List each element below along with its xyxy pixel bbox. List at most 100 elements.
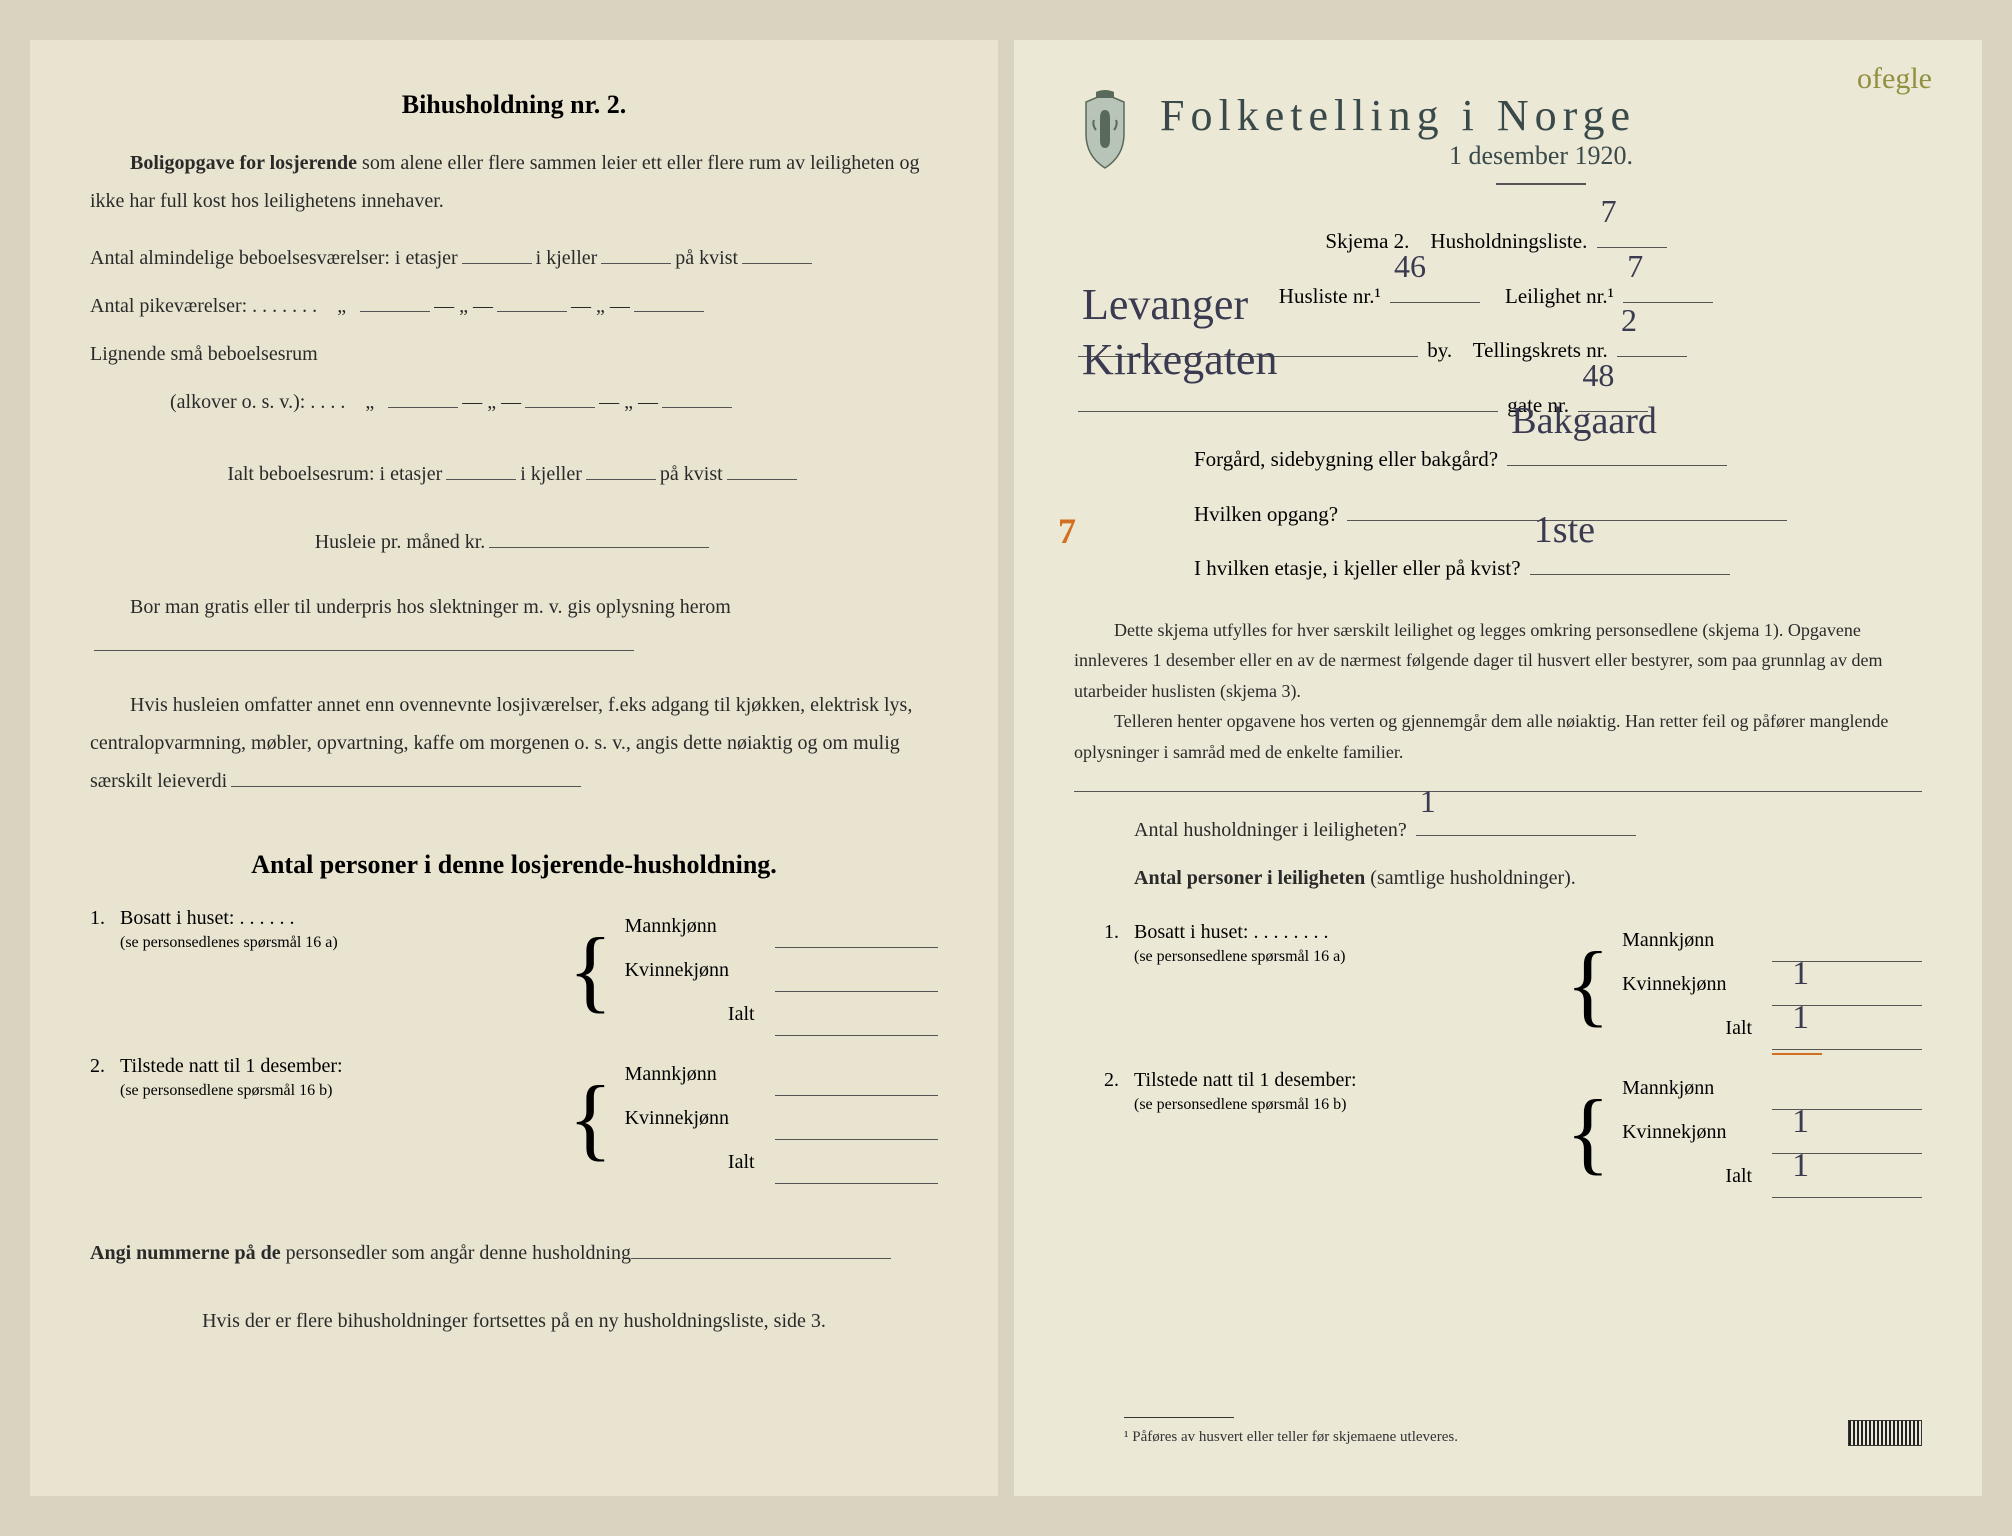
left-q2-ialt-lbl: Ialt [625, 1140, 775, 1184]
ialt-kjeller [586, 458, 656, 480]
husleie-lbl: Husleie pr. måned kr. [315, 531, 486, 553]
left-q2-text: Tilstede natt til 1 desember: [120, 1055, 343, 1077]
rooms-etasjer [462, 242, 532, 264]
etasje-lbl: I hvilken etasje, i kjeller eller på kvi… [1194, 556, 1521, 580]
pike-etasjer [360, 290, 430, 312]
right-q2-text: Tilstede natt til 1 desember: [1134, 1069, 1357, 1091]
ialt-lbl: Ialt beboelsesrum: i etasjer [227, 463, 442, 485]
lign-kjeller [525, 386, 595, 408]
right-q1-text: Bosatt i huset: . . . . . . . . [1134, 921, 1328, 943]
instr-para: Dette skjema utfylles for hver særskilt … [1074, 615, 1922, 768]
left-subtitle: Antal personer i denne losjerende-hushol… [90, 850, 938, 880]
gratis-text: Bor man gratis eller til underpris hos s… [130, 596, 731, 618]
husleie-line: Husleie pr. måned kr. [90, 518, 938, 566]
right-fields: Skjema 2. Husholdningsliste. 7 Husliste … [1074, 215, 1922, 595]
instr-text2: Telleren henter opgavene hos verten og g… [1074, 706, 1922, 767]
right-q1-ialt-lbl: Ialt [1622, 1006, 1772, 1050]
right-q2-sub: (se personsedlene spørsmål 16 b) [1134, 1094, 1554, 1116]
brace-icon: { [568, 931, 612, 1009]
barcode-icon [1848, 1420, 1922, 1446]
orange-7: 7 [1058, 510, 1076, 552]
hush-count-val: 1 [1416, 814, 1636, 836]
by-lbl: by. [1427, 338, 1452, 362]
gate-name-val: Kirkegaten [1078, 388, 1498, 411]
krets-handwritten: 2 [1621, 280, 1637, 360]
pike-line: Antal pikeværelser: . . . . . . . „ — „ … [90, 282, 938, 330]
left-bottom2: Hvis der er flere bihusholdninger fortse… [90, 1302, 938, 1340]
right-q1-group: 1.Bosatt i huset: . . . . . . . . (se pe… [1104, 918, 1922, 1050]
hr1 [1074, 791, 1922, 792]
gratis-blank [94, 629, 634, 651]
rooms-prefix: Antal almindelige beboelsesværelser: i e… [90, 247, 458, 269]
left-bottom1: Angi nummerne på de personsedler som ang… [90, 1234, 938, 1272]
right-q1-sub: (se personsedlene spørsmål 16 a) [1134, 946, 1554, 968]
pike-lbl: Antal pikeværelser: . . . . . . . [90, 295, 317, 317]
forgard-val: Bakgaard [1507, 443, 1727, 466]
intro-bold: Boligopgave for losjerende [130, 152, 357, 174]
left-q2-kvinne-lbl: Kvinnekjønn [625, 1096, 775, 1140]
hush-handwritten: 7 [1601, 171, 1617, 251]
lign-etasjer [388, 386, 458, 408]
husliste-lbl: Husliste nr.¹ [1279, 284, 1381, 308]
left-q2-left: 2.Tilstede natt til 1 desember: (se pers… [90, 1052, 556, 1184]
left-q1-mann-lbl: Mannkjønn [625, 904, 775, 948]
title-rule [1496, 183, 1586, 185]
rooms-kjeller-lbl: i kjeller [536, 247, 598, 269]
left-page: Bihusholdning nr. 2. Boligopgave for los… [30, 40, 998, 1496]
opgang-lbl: Hvilken opgang? [1194, 502, 1338, 526]
ialt-kvist [727, 458, 797, 480]
left-q1-ialt-lbl: Ialt [625, 992, 775, 1036]
left-intro: Boligopgave for losjerende som alene ell… [90, 144, 938, 220]
pike-kvist [634, 290, 704, 312]
etasje-row: I hvilken etasje, i kjeller eller på kvi… [1194, 542, 1922, 595]
instr-text1: Dette skjema utfylles for hver særskilt … [1074, 620, 1883, 701]
right-q1-kvinne-lbl: Kvinnekjønn [1622, 962, 1772, 1006]
left-q2-group: 2.Tilstede natt til 1 desember: (se pers… [90, 1052, 938, 1184]
sub-title: 1 desember 1920. [1160, 141, 1922, 171]
husliste-val: 46 [1390, 279, 1480, 302]
ialt-line: Ialt beboelsesrum: i etasjer i kjeller på … [90, 450, 938, 498]
brace-icon: { [568, 1079, 612, 1157]
right-q1-left: 1.Bosatt i huset: . . . . . . . . (se pe… [1104, 918, 1554, 1050]
ditto6: — „ — [599, 391, 658, 413]
gratis-para: Bor man gratis eller til underpris hos s… [90, 588, 938, 664]
forgard-handwritten: Bakgaard [1511, 374, 1657, 469]
ditto1: „ [337, 295, 346, 317]
rooms-kvist [742, 242, 812, 264]
right-q1-ialt-hw: 1 [1792, 981, 1809, 1056]
forgard-row: Forgård, sidebygning eller bakgård? Bakg… [1194, 433, 1922, 486]
right-q1-num: 1. [1104, 918, 1134, 946]
ditto2: — „ — [434, 295, 493, 317]
hush-count-handwritten: 1 [1420, 763, 1436, 840]
coat-of-arms-icon [1074, 90, 1136, 172]
pike-kjeller [497, 290, 567, 312]
left-bottom1-rest: personsedler som angår denne husholdning [281, 1242, 631, 1264]
right-q2-mann-lbl: Mannkjønn [1622, 1066, 1772, 1110]
ialt-etasjer [446, 458, 516, 480]
ialt-kjeller-lbl: i kjeller [520, 463, 582, 485]
left-q2-mann-val [775, 1052, 938, 1096]
orange-underline [1772, 1053, 1822, 1055]
ialt-kvist-lbl: på kvist [660, 463, 723, 485]
left-q1-kvinne-val [775, 948, 938, 992]
etasje-handwritten: 1ste [1534, 483, 1595, 578]
left-q1-kvinne-lbl: Kvinnekjønn [625, 948, 775, 992]
ditto4: „ [365, 391, 374, 413]
left-q2-kvinne-val [775, 1096, 938, 1140]
left-q1-ialt-val [775, 992, 938, 1036]
husleie-blank [231, 765, 581, 787]
right-q1-ialt-val: 1 [1772, 1006, 1922, 1050]
lign-lbl1: Lignende små beboelsesrum [90, 343, 318, 365]
left-q1-group: 1.Bosatt i huset: . . . . . . (se person… [90, 904, 938, 1036]
krets-val: 2 [1617, 334, 1687, 357]
left-q1-mann-val [775, 904, 938, 948]
right-subtitle2: Antal personer i leiligheten (samtlige h… [1134, 854, 1922, 902]
rooms-line: Antal almindelige beboelsesværelser: i e… [90, 234, 938, 282]
gate-row: Kirkegaten gate nr. 48 [1074, 379, 1922, 432]
left-q1-left: 1.Bosatt i huset: . . . . . . (se person… [90, 904, 556, 1036]
left-q1-text: Bosatt i huset: . . . . . . [120, 907, 294, 929]
left-q2-ialt-val [775, 1140, 938, 1184]
right-q2-ialt-lbl: Ialt [1622, 1154, 1772, 1198]
lign-kvist [662, 386, 732, 408]
ditto3: — „ — [571, 295, 630, 317]
